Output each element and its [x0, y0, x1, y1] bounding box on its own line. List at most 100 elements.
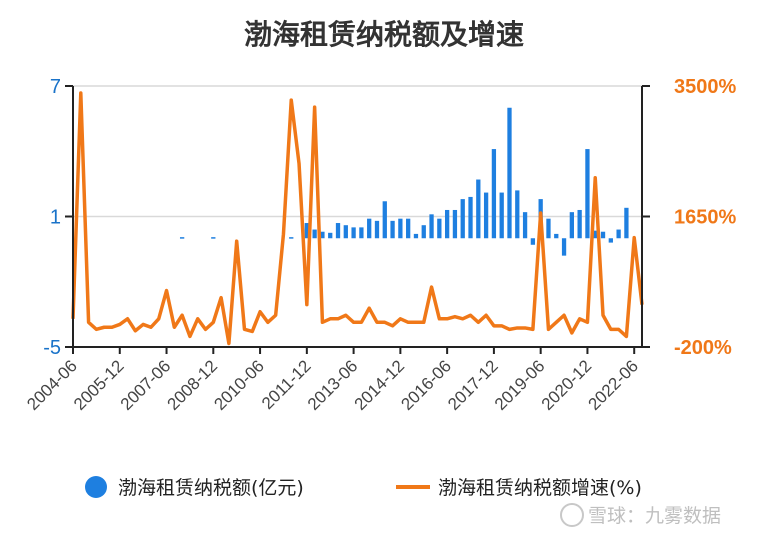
growth-point-2014-12: [399, 317, 402, 320]
bar-2020-12: [585, 149, 590, 239]
growth-point-2006-09: [142, 323, 144, 326]
bar-2016-06: [444, 209, 450, 239]
bar-2008-12: [211, 237, 216, 239]
growth-point-2013-03: [345, 314, 347, 317]
bar-2012-03: [312, 229, 317, 239]
growth-point-2022-03: [625, 335, 628, 338]
growth-point-2004-12: [87, 321, 90, 324]
growth-point-2006-03: [126, 317, 129, 320]
growth-point-2021-03: [594, 176, 597, 179]
growth-point-2020-06: [571, 332, 573, 334]
growth-point-2019-12: [555, 321, 558, 324]
growth-point-2011-06: [290, 99, 293, 101]
bar-2019-09: [546, 218, 551, 239]
legend-line-label: 渤海租赁纳税额增速(%): [438, 477, 642, 499]
growth-point-2006-06: [134, 329, 137, 332]
growth-point-2008-12: [212, 321, 215, 324]
y-right-tick-label-0: 3500%: [674, 76, 736, 98]
bar-2016-03: [437, 218, 442, 239]
x-tick-label-0: 2004-06: [23, 356, 81, 414]
bar-2007-12: [179, 237, 185, 239]
bar-2011-12: [304, 223, 309, 239]
x-tick-label-7: 2014-12: [351, 356, 409, 414]
growth-point-2005-03: [95, 328, 98, 331]
growth-point-2007-06: [165, 289, 168, 292]
growth-point-2018-03: [500, 325, 503, 327]
growth-point-2021-06: [602, 314, 604, 317]
bar-2014-12: [398, 218, 403, 239]
bar-2012-06: [320, 231, 325, 239]
watermark-text: 雪球：九雾数据: [588, 505, 721, 527]
watermark: 雪球：九雾数据: [560, 503, 721, 527]
growth-point-2018-09: [516, 327, 519, 329]
bar-2019-03: [530, 238, 536, 245]
bar-2018-12: [522, 212, 528, 239]
x-tick-label-10: 2019-06: [491, 356, 549, 414]
growth-point-2005-06: [103, 326, 105, 329]
gridlines: [73, 85, 642, 348]
y-right-axis-ticks: 3500% 1650% -200%: [642, 76, 736, 359]
bar-2016-09: [452, 209, 458, 239]
growth-point-2009-09: [235, 240, 238, 242]
growth-point-2005-12: [118, 323, 121, 326]
x-tick-label-6: 2013-06: [304, 356, 362, 414]
growth-point-2015-03: [407, 321, 409, 324]
y-left-tick-label-2: -5: [43, 337, 61, 359]
growth-point-2007-09: [173, 326, 176, 329]
bar-2014-09: [390, 220, 395, 239]
growth-point-2010-09: [267, 321, 269, 324]
bar-2016-12: [460, 199, 465, 239]
bar-2021-12: [616, 229, 621, 239]
bar-2019-12: [554, 233, 559, 239]
growth-point-2017-03: [469, 314, 472, 317]
growth-point-2014-06: [383, 321, 386, 324]
growth-point-2021-09: [610, 328, 612, 331]
bar-2020-09: [577, 209, 582, 239]
growth-point-2011-03: [282, 233, 285, 235]
y-left-axis-ticks: 7 1 -5: [43, 76, 73, 359]
growth-point-2012-09: [329, 317, 332, 320]
growth-point-2016-12: [461, 317, 464, 320]
bar-2013-03: [343, 225, 348, 239]
bar-2014-06: [382, 201, 387, 239]
bar-series: [179, 107, 629, 256]
growth-point-2013-09: [360, 321, 363, 324]
growth-point-2020-03: [563, 314, 565, 317]
growth-point-2014-03: [376, 321, 378, 324]
growth-point-2014-09: [391, 325, 394, 327]
growth-point-2015-09: [422, 321, 425, 324]
bar-2017-09: [483, 192, 489, 239]
growth-point-2013-12: [368, 307, 370, 310]
bar-2013-09: [359, 227, 364, 239]
growth-point-2012-12: [337, 317, 339, 320]
growth-point-2007-03: [157, 317, 160, 320]
growth-point-2017-09: [485, 314, 487, 317]
growth-point-2004-09: [79, 92, 82, 94]
growth-point-2019-09: [547, 328, 550, 331]
growth-point-2011-09: [298, 162, 300, 165]
bar-2022-03: [624, 207, 629, 239]
bar-2012-12: [335, 223, 341, 239]
growth-point-2012-03: [313, 106, 316, 108]
legend: 渤海租赁纳税额(亿元) 渤海租赁纳税额增速(%): [85, 476, 642, 499]
growth-point-2018-12: [524, 327, 526, 329]
chart-title: 渤海租赁纳税额及增速: [244, 18, 524, 51]
bar-2020-03: [561, 238, 567, 256]
bar-2015-09: [421, 225, 426, 239]
growth-point-2018-06: [508, 328, 511, 331]
watermark-logo-icon: [560, 503, 584, 527]
bar-2015-03: [406, 218, 411, 239]
x-tick-label-3: 2008-12: [164, 356, 222, 414]
growth-point-2020-09: [578, 317, 581, 320]
x-tick-label-12: 2022-06: [584, 356, 642, 414]
x-tick-label-1: 2005-12: [70, 356, 128, 414]
growth-point-2010-06: [259, 310, 261, 313]
bar-2015-06: [413, 233, 419, 239]
y-left-tick-label-1: 1: [50, 207, 61, 229]
bar-2013-06: [351, 227, 356, 239]
bar-2021-09: [608, 238, 613, 243]
x-tick-label-2: 2007-06: [117, 356, 175, 414]
growth-point-2010-12: [274, 314, 277, 317]
growth-point-2009-03: [220, 296, 222, 299]
